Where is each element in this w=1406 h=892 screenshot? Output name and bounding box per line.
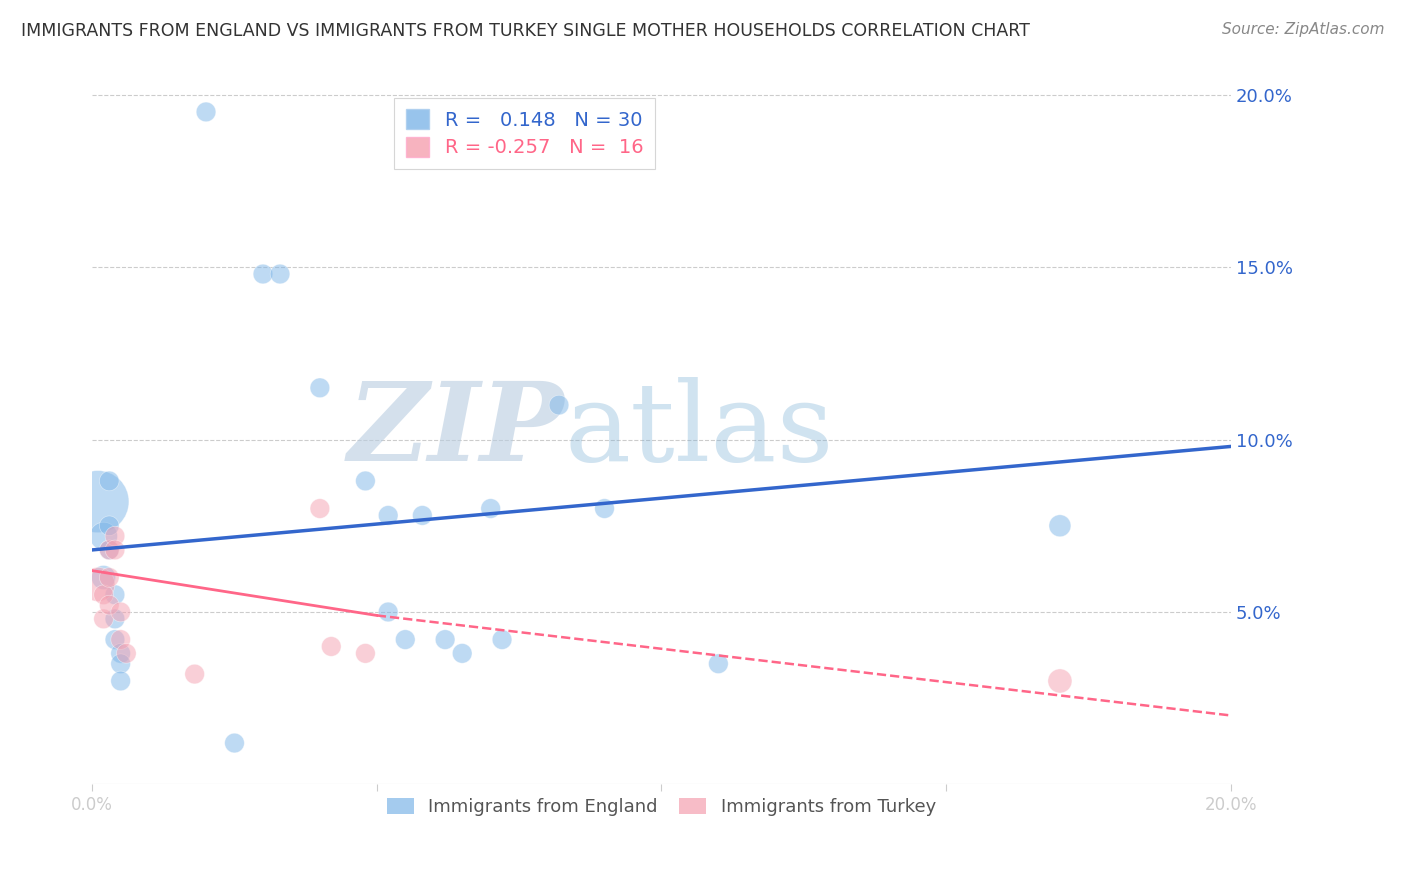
Point <box>104 612 127 626</box>
Point <box>411 508 433 523</box>
Point <box>377 605 399 619</box>
Text: IMMIGRANTS FROM ENGLAND VS IMMIGRANTS FROM TURKEY SINGLE MOTHER HOUSEHOLDS CORRE: IMMIGRANTS FROM ENGLAND VS IMMIGRANTS FR… <box>21 22 1031 40</box>
Point <box>321 640 343 654</box>
Point <box>104 529 127 543</box>
Point <box>434 632 457 647</box>
Text: ZIP: ZIP <box>349 377 565 484</box>
Point <box>93 588 115 602</box>
Point <box>354 646 377 660</box>
Point <box>115 646 138 660</box>
Point <box>377 508 399 523</box>
Point <box>1049 518 1071 533</box>
Point <box>104 542 127 557</box>
Point <box>252 267 274 281</box>
Point <box>98 570 121 584</box>
Text: Source: ZipAtlas.com: Source: ZipAtlas.com <box>1222 22 1385 37</box>
Legend: Immigrants from England, Immigrants from Turkey: Immigrants from England, Immigrants from… <box>378 789 945 825</box>
Point <box>93 612 115 626</box>
Point <box>309 381 332 395</box>
Point <box>269 267 291 281</box>
Point <box>98 542 121 557</box>
Point <box>93 529 115 543</box>
Point <box>98 474 121 488</box>
Point <box>110 646 132 660</box>
Point <box>309 501 332 516</box>
Point <box>98 518 121 533</box>
Point <box>104 632 127 647</box>
Point <box>479 501 502 516</box>
Point <box>224 736 246 750</box>
Point <box>1049 673 1071 688</box>
Point <box>110 632 132 647</box>
Point <box>491 632 513 647</box>
Point <box>93 570 115 584</box>
Point <box>98 598 121 612</box>
Point <box>110 657 132 671</box>
Point <box>195 104 218 119</box>
Text: atlas: atlas <box>565 377 834 484</box>
Point <box>110 673 132 688</box>
Point <box>593 501 616 516</box>
Point <box>183 667 205 681</box>
Point <box>548 398 571 412</box>
Point <box>110 605 132 619</box>
Point <box>98 542 121 557</box>
Point <box>87 577 110 591</box>
Point <box>354 474 377 488</box>
Point <box>87 494 110 508</box>
Point <box>451 646 474 660</box>
Point <box>707 657 730 671</box>
Point <box>104 588 127 602</box>
Point <box>394 632 416 647</box>
